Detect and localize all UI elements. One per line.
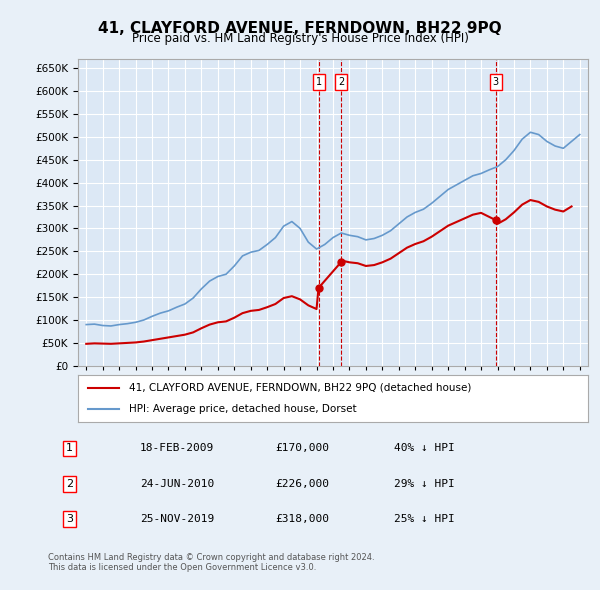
Text: 41, CLAYFORD AVENUE, FERNDOWN, BH22 9PQ (detached house): 41, CLAYFORD AVENUE, FERNDOWN, BH22 9PQ … — [129, 383, 472, 393]
Text: 3: 3 — [493, 77, 499, 87]
Text: Price paid vs. HM Land Registry's House Price Index (HPI): Price paid vs. HM Land Registry's House … — [131, 32, 469, 45]
Text: 29% ↓ HPI: 29% ↓ HPI — [394, 479, 454, 489]
Text: £318,000: £318,000 — [275, 514, 329, 524]
Text: £170,000: £170,000 — [275, 444, 329, 453]
Text: 25-NOV-2019: 25-NOV-2019 — [140, 514, 214, 524]
Text: 25% ↓ HPI: 25% ↓ HPI — [394, 514, 454, 524]
Text: £226,000: £226,000 — [275, 479, 329, 489]
Text: 1: 1 — [316, 77, 322, 87]
Text: 3: 3 — [66, 514, 73, 524]
Text: 2: 2 — [66, 479, 73, 489]
Text: 24-JUN-2010: 24-JUN-2010 — [140, 479, 214, 489]
Text: 1: 1 — [66, 444, 73, 453]
Text: 40% ↓ HPI: 40% ↓ HPI — [394, 444, 454, 453]
Text: 41, CLAYFORD AVENUE, FERNDOWN, BH22 9PQ: 41, CLAYFORD AVENUE, FERNDOWN, BH22 9PQ — [98, 21, 502, 35]
Text: 18-FEB-2009: 18-FEB-2009 — [140, 444, 214, 453]
Text: 2: 2 — [338, 77, 344, 87]
Text: HPI: Average price, detached house, Dorset: HPI: Average price, detached house, Dors… — [129, 404, 356, 414]
Text: Contains HM Land Registry data © Crown copyright and database right 2024.
This d: Contains HM Land Registry data © Crown c… — [48, 553, 374, 572]
